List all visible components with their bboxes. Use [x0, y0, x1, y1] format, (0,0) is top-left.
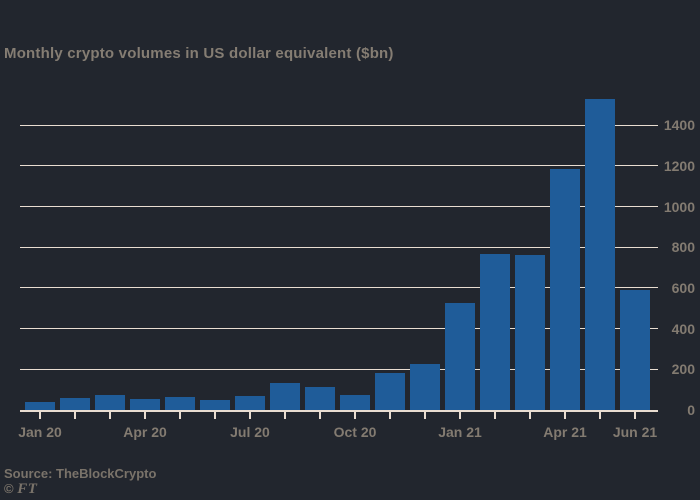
chart-title: Monthly crypto volumes in US dollar equi…: [4, 45, 394, 62]
x-axis-tick: [459, 411, 461, 419]
source-note: Source: TheBlockCrypto: [4, 466, 157, 481]
bar-mar-20: [95, 395, 125, 410]
x-axis-tick: [634, 411, 636, 419]
bar-jun-20: [200, 400, 230, 410]
gridline: [20, 124, 658, 126]
y-tick-label: 1200: [663, 157, 695, 174]
x-axis-tick: [494, 411, 496, 419]
bar-mar-21: [515, 255, 545, 410]
x-axis-tick: [109, 411, 111, 419]
x-axis-tick: [529, 411, 531, 419]
bar-may-20: [165, 397, 195, 410]
bar-nov-20: [375, 373, 405, 410]
x-axis-tick: [144, 411, 146, 419]
bar-jan-21: [445, 303, 475, 410]
bar-aug-20: [270, 382, 300, 410]
x-axis-tick: [179, 411, 181, 419]
gridline: [20, 246, 658, 248]
bar-dec-20: [410, 364, 440, 410]
bar-jan-20: [25, 401, 55, 410]
x-tick-label: Apr 21: [543, 424, 587, 440]
x-tick-label: Jul 20: [230, 424, 270, 440]
x-axis-tick: [249, 411, 251, 419]
x-axis-tick: [424, 411, 426, 419]
x-tick-label: Jan 21: [438, 424, 482, 440]
x-tick-label: Apr 20: [123, 424, 167, 440]
y-tick-label: 1000: [663, 198, 695, 215]
ft-logo-text: FT: [17, 481, 38, 497]
x-axis-tick: [74, 411, 76, 419]
x-axis-tick: [389, 411, 391, 419]
gridline: [20, 287, 658, 289]
ft-logo: © FT: [4, 481, 37, 498]
gridline: [20, 328, 658, 330]
x-tick-label: Jun 21: [612, 424, 658, 440]
bar-sep-20: [305, 386, 335, 410]
bar-apr-21: [550, 168, 580, 410]
x-axis-line: [20, 410, 658, 412]
y-tick-label: 400: [671, 320, 695, 337]
gridline: [20, 368, 658, 370]
x-tick-label: Oct 20: [333, 424, 377, 440]
x-axis-tick: [284, 411, 286, 419]
bar-jul-20: [235, 395, 265, 410]
x-axis-tick: [354, 411, 356, 419]
y-tick-label: 800: [671, 239, 695, 256]
y-tick-label: 1400: [663, 117, 695, 134]
y-tick-label: 600: [671, 279, 695, 296]
x-axis-tick: [564, 411, 566, 419]
y-tick-label: 0: [687, 402, 695, 418]
x-axis-tick: [39, 411, 41, 419]
bar-may-21: [585, 98, 615, 410]
gridline: [20, 206, 658, 208]
bar-feb-21: [480, 254, 510, 410]
bar-oct-20: [340, 394, 370, 410]
x-axis-tick: [319, 411, 321, 419]
bar-apr-20: [130, 399, 160, 410]
gridline: [20, 165, 658, 167]
bar-feb-20: [60, 397, 90, 410]
x-axis-tick: [214, 411, 216, 419]
bar-jun-21: [620, 290, 650, 410]
y-tick-label: 200: [671, 361, 695, 378]
x-axis-tick: [599, 411, 601, 419]
copyright-symbol: ©: [4, 481, 14, 496]
x-tick-label: Jan 20: [18, 424, 62, 440]
